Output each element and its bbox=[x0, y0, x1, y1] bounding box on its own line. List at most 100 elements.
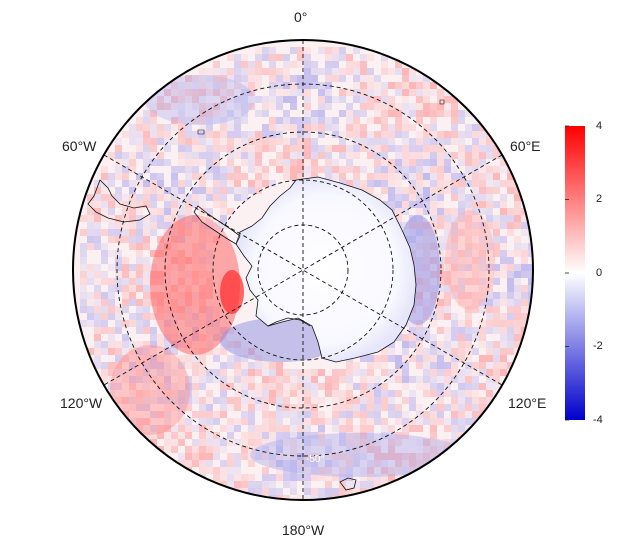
field-cell bbox=[325, 124, 332, 131]
field-cell bbox=[416, 89, 423, 96]
field-cell bbox=[87, 271, 94, 278]
field-cell bbox=[465, 152, 472, 159]
field-cell bbox=[311, 495, 318, 500]
field-cell bbox=[339, 460, 346, 467]
field-cell bbox=[143, 110, 150, 117]
field-cell bbox=[234, 369, 241, 376]
field-cell bbox=[367, 362, 374, 369]
field-cell bbox=[500, 257, 507, 264]
field-cell bbox=[283, 369, 290, 376]
field-cell bbox=[115, 166, 122, 173]
field-cell bbox=[199, 96, 206, 103]
field-cell bbox=[276, 166, 283, 173]
field-cell bbox=[423, 439, 430, 446]
field-cell bbox=[451, 229, 458, 236]
field-cell bbox=[451, 432, 458, 439]
right-warm-anomaly bbox=[445, 210, 495, 310]
field-cell bbox=[353, 166, 360, 173]
field-cell bbox=[430, 110, 437, 117]
field-cell bbox=[227, 110, 234, 117]
field-cell bbox=[185, 397, 192, 404]
field-cell bbox=[402, 89, 409, 96]
field-cell bbox=[325, 467, 332, 474]
field-cell bbox=[479, 243, 486, 250]
field-cell bbox=[465, 173, 472, 180]
field-cell bbox=[220, 411, 227, 418]
field-cell bbox=[101, 229, 108, 236]
field-cell bbox=[451, 390, 458, 397]
field-cell bbox=[360, 397, 367, 404]
field-cell bbox=[465, 243, 472, 250]
field-cell bbox=[465, 355, 472, 362]
field-cell bbox=[290, 75, 297, 82]
field-cell bbox=[80, 264, 87, 271]
field-cell bbox=[430, 355, 437, 362]
field-cell bbox=[297, 369, 304, 376]
field-cell bbox=[234, 390, 241, 397]
field-cell bbox=[150, 110, 157, 117]
field-cell bbox=[241, 173, 248, 180]
field-cell bbox=[94, 327, 101, 334]
field-cell bbox=[507, 313, 514, 320]
field-cell bbox=[402, 376, 409, 383]
field-cell bbox=[150, 194, 157, 201]
field-cell bbox=[213, 201, 220, 208]
field-cell bbox=[430, 313, 437, 320]
field-cell bbox=[248, 418, 255, 425]
field-cell bbox=[353, 110, 360, 117]
field-cell bbox=[402, 453, 409, 460]
field-cell bbox=[199, 397, 206, 404]
field-cell bbox=[353, 432, 360, 439]
field-cell bbox=[465, 334, 472, 341]
field-cell bbox=[129, 348, 136, 355]
field-cell bbox=[374, 390, 381, 397]
field-cell bbox=[94, 271, 101, 278]
field-cell bbox=[115, 355, 122, 362]
field-cell bbox=[472, 257, 479, 264]
field-cell bbox=[192, 362, 199, 369]
field-cell bbox=[136, 173, 143, 180]
field-cell bbox=[388, 82, 395, 89]
field-cell bbox=[325, 166, 332, 173]
field-cell bbox=[402, 117, 409, 124]
field-cell bbox=[122, 285, 129, 292]
field-cell bbox=[325, 152, 332, 159]
field-cell bbox=[101, 215, 108, 222]
field-cell bbox=[353, 96, 360, 103]
field-cell bbox=[171, 348, 178, 355]
field-cell bbox=[220, 460, 227, 467]
field-cell bbox=[388, 404, 395, 411]
field-cell bbox=[234, 404, 241, 411]
field-cell bbox=[220, 75, 227, 82]
field-cell bbox=[213, 152, 220, 159]
field-cell bbox=[388, 145, 395, 152]
field-cell bbox=[150, 103, 157, 110]
field-cell bbox=[318, 96, 325, 103]
field-cell bbox=[472, 334, 479, 341]
field-cell bbox=[276, 159, 283, 166]
field-cell bbox=[87, 236, 94, 243]
field-cell bbox=[199, 103, 206, 110]
field-cell bbox=[325, 89, 332, 96]
field-cell bbox=[220, 439, 227, 446]
field-cell bbox=[409, 460, 416, 467]
field-cell bbox=[493, 243, 500, 250]
field-cell bbox=[269, 474, 276, 481]
field-cell bbox=[451, 243, 458, 250]
field-cell bbox=[500, 327, 507, 334]
field-cell bbox=[423, 187, 430, 194]
field-cell bbox=[80, 271, 87, 278]
field-cell bbox=[199, 467, 206, 474]
field-cell bbox=[276, 418, 283, 425]
field-cell bbox=[129, 222, 136, 229]
field-cell bbox=[374, 138, 381, 145]
field-cell bbox=[311, 68, 318, 75]
lon-label-60w: 60°W bbox=[62, 138, 97, 154]
field-cell bbox=[304, 376, 311, 383]
field-cell bbox=[304, 460, 311, 467]
field-cell bbox=[157, 369, 164, 376]
field-cell bbox=[465, 180, 472, 187]
field-cell bbox=[178, 110, 185, 117]
field-cell bbox=[353, 124, 360, 131]
